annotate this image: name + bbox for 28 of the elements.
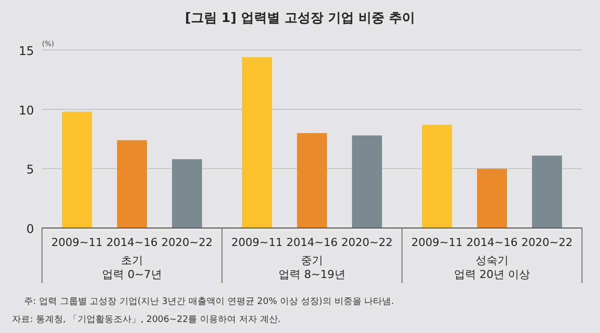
text: 자료: 통계청, 「기업활동조사」, 2006~22를 이용하여 저자 계산.	[12, 314, 281, 325]
text: 2009~11	[411, 236, 463, 249]
bar	[242, 57, 272, 228]
bar	[172, 159, 202, 228]
y-tick-label: 0	[26, 222, 34, 236]
series-label: 2009~11	[51, 236, 103, 249]
series-label: 2014~16	[106, 236, 158, 249]
text: 2020~22	[341, 236, 393, 249]
x-tick-label: 초기 업력 0~7년	[102, 254, 162, 281]
bar	[117, 140, 147, 228]
y-tick-label: 15	[18, 44, 34, 58]
chart-title: [그림 1] 업력별 고성장 기업 비중 추이	[184, 11, 416, 26]
y-tick-label: 10	[18, 103, 34, 118]
bar	[62, 112, 92, 228]
text: 2020~22	[521, 236, 573, 249]
series-label: 2020~22	[161, 236, 213, 249]
x-tick-label: 성숙기 업력 20년 이상	[454, 254, 530, 281]
bar	[477, 168, 507, 228]
text: 주: 업력 그룹별 고성장 기업(지난 3년간 매출액이 연평균 20% 이상 성장)의 비중을 나타냄.	[24, 297, 394, 307]
bar	[352, 135, 382, 228]
bar	[532, 156, 562, 228]
y-tick-label: 5	[26, 162, 34, 177]
x-tick-label: 중기 업력 8~19년	[278, 254, 346, 281]
bar	[297, 133, 327, 228]
text: 2009~11	[231, 236, 283, 249]
bar	[422, 124, 452, 228]
text: 2014~16	[286, 236, 338, 249]
text: 2014~16	[466, 236, 518, 249]
